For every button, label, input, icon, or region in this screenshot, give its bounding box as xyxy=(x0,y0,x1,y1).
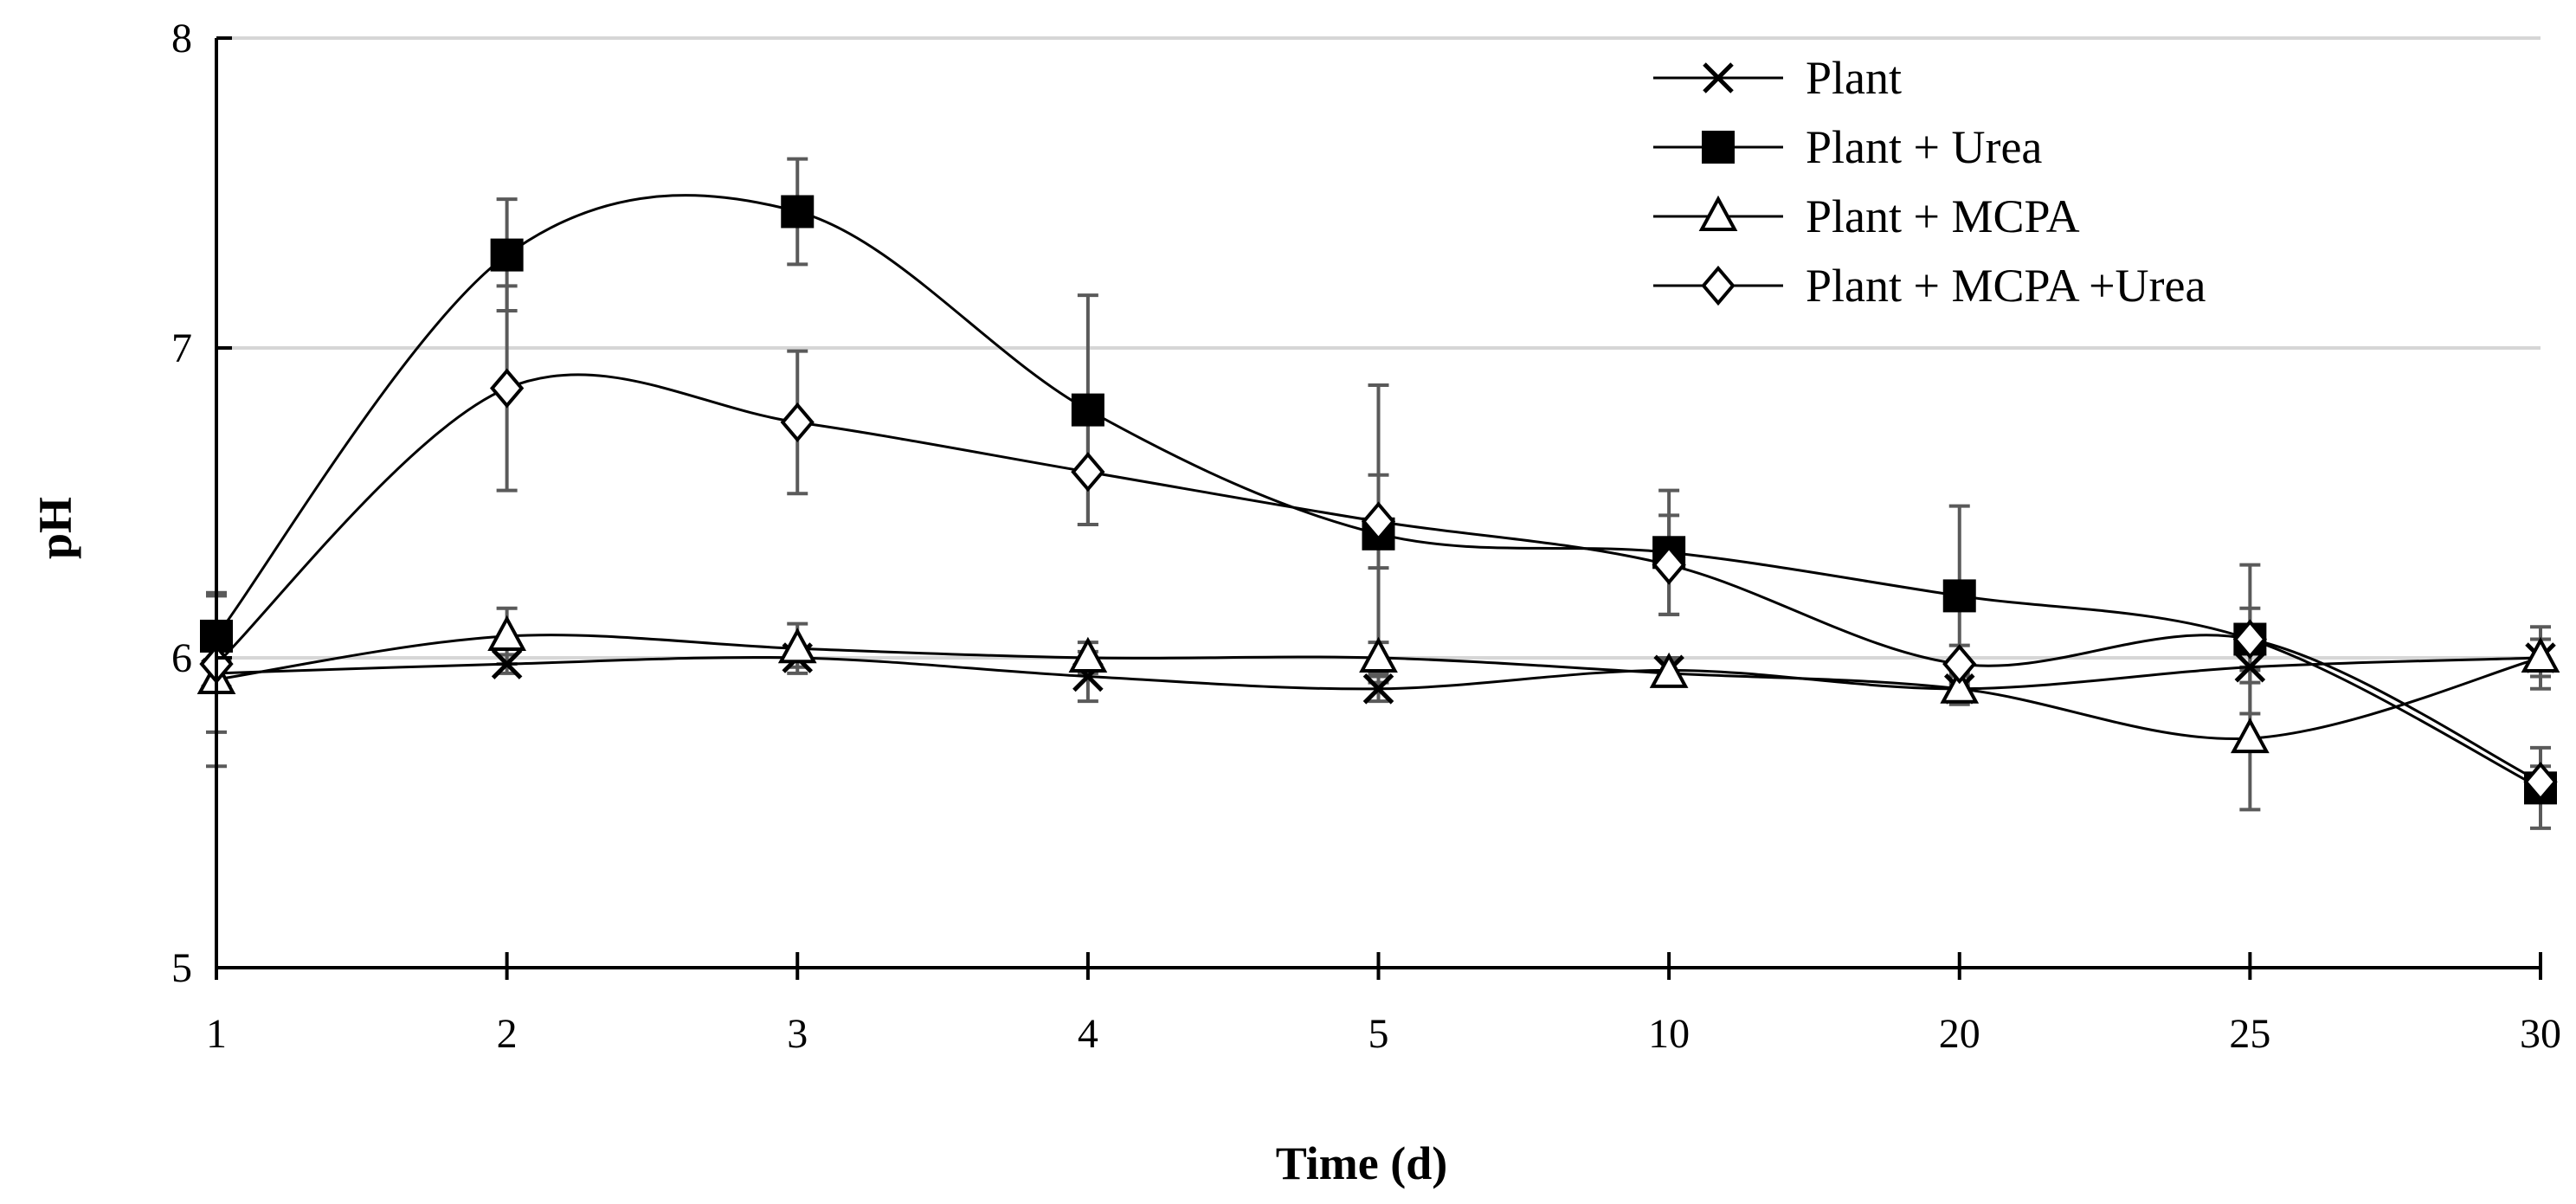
legend-label: Plant + Urea xyxy=(1806,121,2042,173)
legend-item: Plant xyxy=(1653,52,1902,104)
y-tick-label: 7 xyxy=(171,325,192,371)
data-point-triangle-open xyxy=(2521,636,2560,673)
data-point-diamond-open xyxy=(1361,501,1396,542)
data-point-x xyxy=(2234,651,2266,683)
x-tick-label: 2 xyxy=(497,1011,518,1057)
x-axis-title: Time (d) xyxy=(1276,1137,1448,1189)
y-tick-label: 8 xyxy=(171,16,192,61)
x-tick-label: 4 xyxy=(1078,1011,1098,1057)
legend-marker xyxy=(1698,195,1738,231)
x-tick-label: 3 xyxy=(787,1011,808,1057)
data-point-square-filled xyxy=(490,238,524,272)
marker-stroke xyxy=(1362,673,1394,705)
legend-item: Plant + MCPA xyxy=(1653,190,2080,242)
data-point-square-filled xyxy=(1071,393,1104,427)
data-point-diamond-open xyxy=(2232,619,2267,660)
data-point-triangle-open xyxy=(2231,717,2270,754)
legend-marker xyxy=(1701,265,1736,306)
series-group xyxy=(196,157,2560,830)
data-point-square-filled xyxy=(781,195,815,229)
legend-label: Plant + MCPA +Urea xyxy=(1806,260,2206,312)
data-point-diamond-open xyxy=(1942,644,1977,685)
y-axis-title: pH xyxy=(29,497,81,559)
data-point-square-filled xyxy=(1942,579,1976,613)
y-tick-label: 6 xyxy=(171,635,192,681)
legend-item: Plant + MCPA +Urea xyxy=(1653,260,2206,312)
marker-stroke xyxy=(1703,62,1734,93)
data-point-diamond-open xyxy=(490,368,525,409)
marker-stroke xyxy=(491,648,523,679)
x-tick-label: 10 xyxy=(1648,1011,1690,1057)
marker-stroke xyxy=(2234,651,2266,683)
legend-marker xyxy=(1703,62,1734,93)
x-tick-label: 30 xyxy=(2520,1011,2561,1057)
data-point-triangle-open xyxy=(1068,636,1108,673)
data-point-triangle-open xyxy=(777,628,817,664)
data-point-x xyxy=(1362,673,1394,705)
data-point-diamond-open xyxy=(780,402,815,443)
series-line-square-filled xyxy=(215,194,2541,789)
data-point-x xyxy=(491,648,523,679)
x-tick-label: 1 xyxy=(206,1011,227,1057)
legend-label: Plant + MCPA xyxy=(1806,190,2080,242)
y-tick-label: 5 xyxy=(171,945,192,991)
legend-label: Plant xyxy=(1806,52,1902,104)
data-point-triangle-open xyxy=(1940,667,1980,704)
data-point-triangle-open xyxy=(487,615,526,651)
data-point-diamond-open xyxy=(2523,762,2558,802)
x-tick-label: 25 xyxy=(2229,1011,2270,1057)
data-point-triangle-open xyxy=(1649,652,1689,688)
axes: 5 6 7 8 1 2 3 4 5 10 20 25 30 xyxy=(171,16,2561,1057)
data-point-triangle-open xyxy=(1359,636,1398,673)
x-tick-label: 5 xyxy=(1368,1011,1389,1057)
data-point-diamond-open xyxy=(1652,544,1686,585)
x-tick-label: 20 xyxy=(1939,1011,1980,1057)
legend-item: Plant + Urea xyxy=(1653,121,2042,173)
legend: Plant Plant + Urea Plant + MCPA Plant + MCP… xyxy=(1653,52,2206,312)
data-point-diamond-open xyxy=(1071,452,1105,493)
legend-marker xyxy=(1702,131,1735,164)
